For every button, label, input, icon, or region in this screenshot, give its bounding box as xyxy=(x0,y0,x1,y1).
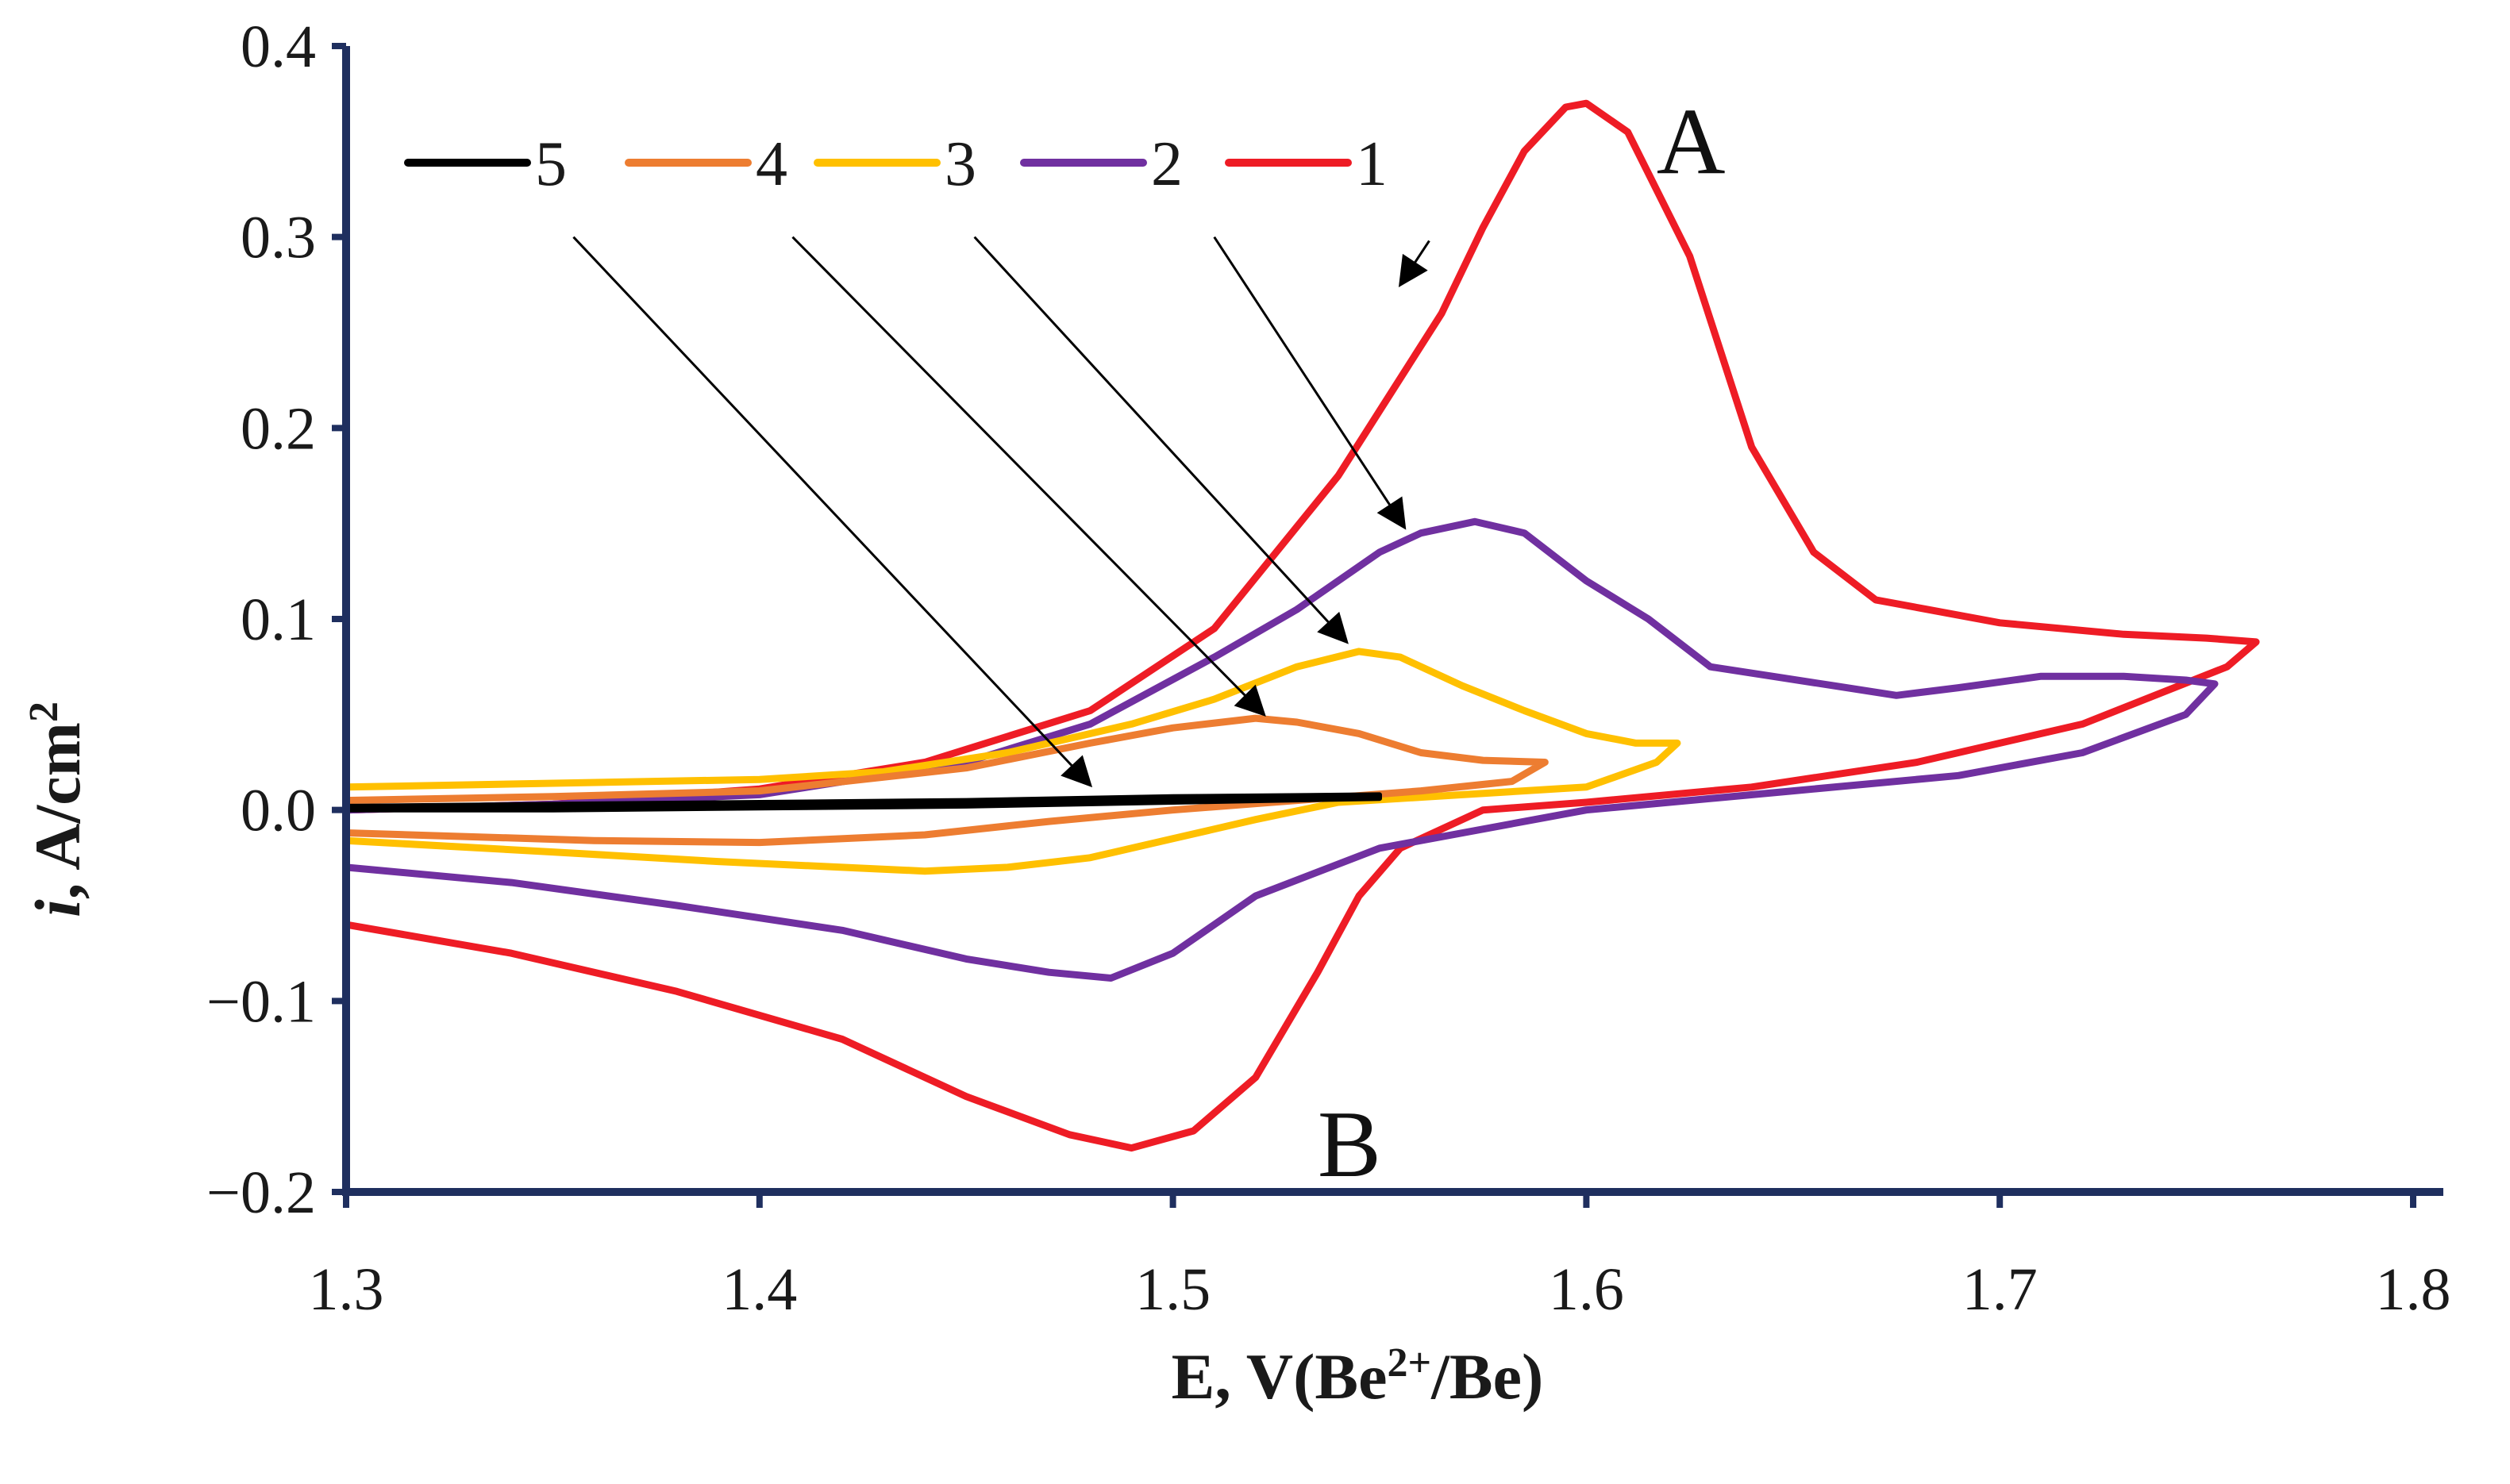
legend-label-1: 1 xyxy=(1356,129,1388,199)
legend-label-3: 3 xyxy=(945,129,976,199)
arrow-to-curve-4 xyxy=(791,236,1266,717)
arrow-to-curve-2 xyxy=(1213,236,1407,530)
peak-label-B: B xyxy=(1318,1091,1381,1197)
arrow-to-curve-1 xyxy=(1398,240,1430,288)
x-tick-labels: 1.3 1.4 1.5 1.6 1.7 1.8 xyxy=(309,1256,2451,1323)
annotation-arrows xyxy=(572,236,1430,788)
legend-label-4: 4 xyxy=(756,129,787,199)
series-5-curve xyxy=(344,792,1382,813)
x-tick-label: 1.3 xyxy=(309,1256,384,1323)
series-4-curve xyxy=(342,714,1549,847)
legend-label-2: 2 xyxy=(1151,129,1183,199)
y-tick-labels: 0.4 0.3 0.2 0.1 0.0 −0.1 −0.2 xyxy=(206,13,316,1226)
y-axis-title: i, A/cm2 xyxy=(21,702,94,917)
tick-marks xyxy=(332,43,2416,1208)
x-axis-title: E, V(Be2+/Be) xyxy=(1172,1340,1544,1413)
x-tick-label: 1.5 xyxy=(1135,1256,1211,1323)
x-tick-label: 1.8 xyxy=(2376,1256,2451,1323)
legend-label-5: 5 xyxy=(535,129,567,199)
peak-label-A: A xyxy=(1657,88,1726,194)
series-3-curve xyxy=(342,648,1681,875)
arrow-to-curve-3 xyxy=(973,236,1349,644)
y-tick-label: 0.4 xyxy=(241,13,316,80)
x-tick-label: 1.7 xyxy=(1962,1256,2038,1323)
y-tick-label: 0.2 xyxy=(241,395,316,462)
x-tick-label: 1.6 xyxy=(1549,1256,1624,1323)
y-tick-label: −0.1 xyxy=(206,968,316,1035)
x-tick-label: 1.4 xyxy=(722,1256,797,1323)
y-tick-label: −0.2 xyxy=(206,1159,316,1226)
y-tick-label: 0.3 xyxy=(241,205,316,271)
axes xyxy=(342,46,2443,1196)
legend: 5 4 3 2 1 xyxy=(404,129,1388,199)
arrow-to-curve-5 xyxy=(572,236,1093,788)
series-lines xyxy=(342,99,2260,1152)
y-tick-label: 0.1 xyxy=(241,586,316,653)
y-tick-label: 0.0 xyxy=(241,778,316,844)
series-1-curve xyxy=(342,99,2260,1152)
series-2-curve xyxy=(342,517,2219,982)
peak-labels: AB xyxy=(1318,88,1726,1197)
